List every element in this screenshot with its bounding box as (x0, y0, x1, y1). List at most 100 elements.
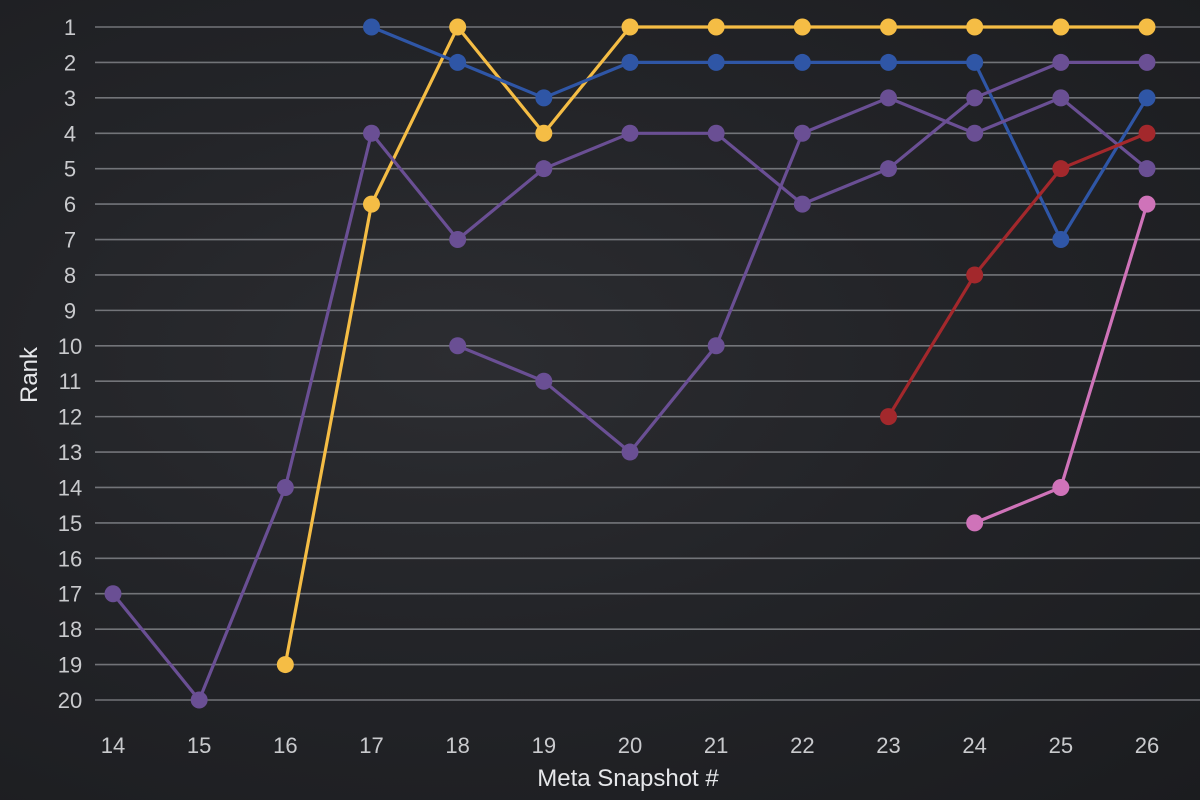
series-1-point-25 (1052, 18, 1070, 36)
series-4-point-26 (1138, 160, 1156, 178)
series-5-point-25 (1052, 160, 1070, 178)
series-2-point-25 (1052, 231, 1070, 249)
y-tick-label-6: 6 (64, 192, 76, 217)
x-tick-label-24: 24 (962, 733, 986, 758)
x-axis-title: Meta Snapshot # (537, 765, 719, 792)
series-3-point-26 (1138, 53, 1156, 71)
series-3-point-24 (966, 89, 984, 107)
series-4-point-22 (793, 124, 811, 142)
series-3-point-17 (363, 124, 380, 142)
series-5-point-24 (966, 266, 984, 284)
series-1-point-26 (1138, 18, 1156, 36)
series-2-point-23 (880, 53, 897, 71)
series-3-point-18 (449, 231, 467, 249)
x-tick-label-25: 25 (1049, 733, 1073, 758)
series-5-point-23 (880, 408, 897, 426)
series-4-point-21 (707, 337, 725, 355)
series-2 (363, 18, 1156, 249)
series-6-point-25 (1052, 478, 1070, 496)
y-tick-label-10: 10 (58, 334, 82, 359)
y-tick-label-11: 11 (59, 369, 82, 394)
series-3 (104, 53, 1156, 709)
y-tick-label-8: 8 (64, 263, 76, 288)
series-3-point-16 (276, 478, 294, 496)
series-1-point-19 (535, 124, 553, 142)
y-tick-label-2: 2 (64, 50, 76, 75)
series-2-point-19 (535, 89, 553, 107)
x-axis-ticks: 14 15 16 17 18 19 20 21 22 23 24 25 26 (101, 733, 1159, 758)
y-tick-label-18: 18 (58, 617, 82, 642)
x-tick-label-15: 15 (187, 733, 211, 758)
series-3-point-23 (880, 160, 897, 178)
series-2-point-20 (621, 53, 639, 71)
series-4-point-20 (621, 443, 639, 461)
x-tick-label-21: 21 (704, 733, 728, 758)
y-tick-label-9: 9 (64, 298, 76, 323)
x-tick-label-20: 20 (618, 733, 642, 758)
series-4-point-19 (535, 372, 553, 390)
y-tick-label-4: 4 (64, 121, 76, 146)
series-5-point-26 (1138, 124, 1156, 142)
y-tick-label-20: 20 (58, 688, 82, 713)
series-4-point-25 (1052, 89, 1070, 107)
x-tick-label-23: 23 (876, 733, 900, 758)
series-1-point-22 (793, 18, 811, 36)
x-tick-label-17: 17 (359, 733, 383, 758)
series-group (104, 18, 1156, 709)
y-tick-label-13: 13 (58, 440, 82, 465)
series-2-point-24 (966, 53, 984, 71)
series-1-point-24 (966, 18, 984, 36)
series-4-point-23 (880, 89, 897, 107)
series-1-point-20 (621, 18, 639, 36)
series-3-point-25 (1052, 53, 1070, 71)
series-4-point-24 (966, 124, 984, 142)
x-tick-label-19: 19 (532, 733, 556, 758)
series-6-line (973, 202, 1149, 525)
series-2-point-18 (449, 53, 467, 71)
series-6-point-26 (1138, 195, 1156, 213)
series-5-line (886, 131, 1149, 419)
y-tick-label-7: 7 (64, 228, 76, 253)
y-tick-label-14: 14 (58, 475, 82, 500)
x-tick-label-16: 16 (273, 733, 297, 758)
series-1-point-21 (707, 18, 725, 36)
series-4-point-18 (449, 337, 467, 355)
series-2-point-17 (363, 18, 380, 36)
y-tick-label-3: 3 (64, 86, 76, 111)
x-tick-label-26: 26 (1135, 733, 1159, 758)
grid (95, 26, 1200, 701)
y-axis-title: Rank (16, 346, 43, 403)
series-2-line (369, 25, 1149, 242)
series-4 (449, 89, 1156, 461)
y-tick-label-1: 1 (64, 15, 76, 40)
series-2-point-21 (707, 53, 725, 71)
x-tick-label-22: 22 (790, 733, 814, 758)
series-5 (880, 124, 1156, 426)
series-3-point-14 (104, 585, 122, 603)
y-tick-label-5: 5 (64, 157, 76, 182)
series-3-point-20 (621, 124, 639, 142)
series-1-point-17 (363, 195, 380, 213)
series-3-point-15 (190, 691, 208, 709)
y-tick-label-12: 12 (58, 405, 82, 430)
y-tick-label-19: 19 (58, 653, 82, 678)
series-1 (276, 18, 1156, 674)
x-tick-label-14: 14 (101, 733, 125, 758)
series-2-point-22 (793, 53, 811, 71)
series-3-point-22 (793, 195, 811, 213)
series-6 (966, 195, 1156, 532)
series-3-point-21 (707, 124, 725, 142)
y-tick-label-15: 15 (58, 511, 82, 536)
x-tick-label-18: 18 (445, 733, 469, 758)
series-3-point-19 (535, 160, 553, 178)
y-tick-label-17: 17 (58, 582, 82, 607)
series-2-point-26 (1138, 89, 1156, 107)
series-6-point-24 (966, 514, 984, 532)
y-tick-label-16: 16 (58, 546, 82, 571)
series-1-point-23 (880, 18, 897, 36)
series-1-point-18 (449, 18, 467, 36)
series-1-point-16 (276, 656, 294, 674)
